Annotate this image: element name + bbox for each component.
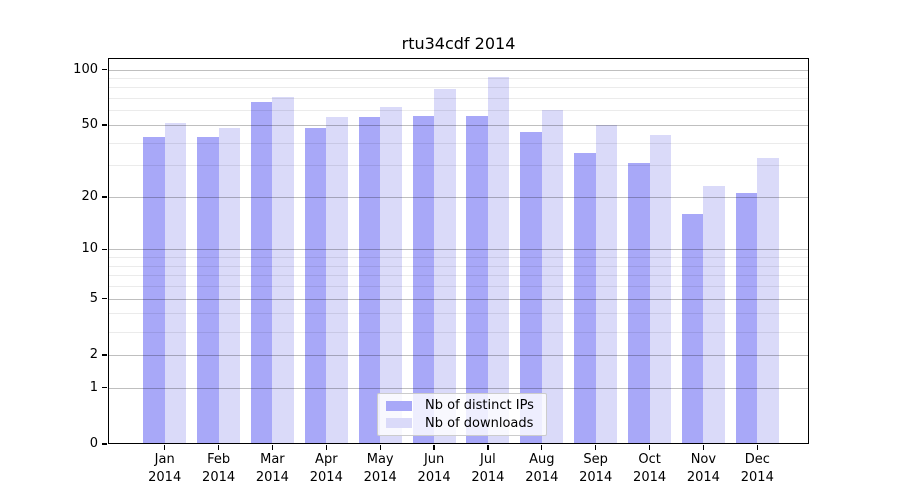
y-tick-mark-10 <box>102 248 107 251</box>
bar-distinct-ips-apr <box>304 128 327 444</box>
x-tick-mark-feb <box>217 445 220 450</box>
gridline-major-100 <box>109 69 808 71</box>
bar-downloads-jul <box>487 77 510 444</box>
bar-distinct-ips-dec <box>735 193 758 444</box>
legend: Nb of distinct IPs Nb of downloads <box>377 393 547 436</box>
gridline-minor-4 <box>109 313 808 315</box>
x-tick-mark-jul <box>487 445 489 450</box>
bar-distinct-ips-oct <box>628 162 650 444</box>
y-tick-mark-1 <box>102 387 107 389</box>
legend-swatch-distinct-ips <box>386 400 412 411</box>
x-tick-label-sep: Sep 2014 <box>579 452 613 485</box>
y-tick-mark-100 <box>102 68 107 71</box>
bar-distinct-ips-jun <box>412 115 435 444</box>
legend-entry-downloads: Nb of downloads <box>386 416 538 431</box>
gridline-minor-30 <box>109 165 808 167</box>
x-tick-mark-may <box>379 445 381 450</box>
gridline-minor-70 <box>109 98 808 100</box>
bar-distinct-ips-jul <box>466 115 488 444</box>
gridline-major-2 <box>109 354 808 356</box>
bar-downloads-sep <box>595 124 618 444</box>
bar-downloads-may <box>380 106 402 444</box>
gridline-minor-60 <box>109 110 808 112</box>
x-tick-mark-sep <box>595 445 597 450</box>
legend-entry-distinct-ips: Nb of distinct IPs <box>386 398 538 413</box>
x-tick-mark-jun <box>433 445 435 450</box>
bar-downloads-jun <box>434 89 456 444</box>
gridline-major-20 <box>109 196 808 198</box>
y-tick-label-5: 5 <box>89 290 98 306</box>
x-tick-mark-oct <box>648 445 651 450</box>
x-tick-label-dec: Dec 2014 <box>740 452 774 485</box>
y-tick-label-100: 100 <box>73 61 98 77</box>
bar-distinct-ips-may <box>358 117 381 444</box>
chart-title: rtu34cdf 2014 <box>401 34 516 53</box>
bar-downloads-oct <box>649 135 672 444</box>
gridline-minor-80 <box>109 87 808 89</box>
bar-distinct-ips-jan <box>143 136 165 444</box>
bar-distinct-ips-aug <box>520 131 542 444</box>
bar-downloads-mar <box>272 97 294 444</box>
x-tick-label-aug: Aug 2014 <box>525 452 559 485</box>
gridline-major-50 <box>109 124 808 126</box>
x-tick-mark-dec <box>756 445 758 450</box>
y-tick-mark-50 <box>102 124 107 126</box>
x-tick-label-oct: Oct 2014 <box>633 452 667 485</box>
x-tick-mark-aug <box>541 445 543 450</box>
x-tick-label-feb: Feb 2014 <box>202 452 236 485</box>
y-tick-label-20: 20 <box>81 188 98 204</box>
x-tick-label-jun: Jun 2014 <box>417 452 451 485</box>
x-tick-label-apr: Apr 2014 <box>309 452 343 485</box>
x-tick-mark-nov <box>702 445 705 450</box>
bar-distinct-ips-nov <box>681 214 704 444</box>
bar-downloads-nov <box>703 186 725 444</box>
y-tick-mark-20 <box>102 196 107 198</box>
x-tick-mark-mar <box>271 445 274 450</box>
x-tick-label-may: May 2014 <box>363 452 397 485</box>
legend-label-distinct-ips: Nb of distinct IPs <box>425 398 534 414</box>
gridline-minor-40 <box>109 142 808 144</box>
bar-downloads-dec <box>757 157 779 444</box>
gridline-minor-9 <box>109 257 808 259</box>
y-tick-label-50: 50 <box>81 116 98 132</box>
bar-downloads-apr <box>326 117 348 444</box>
x-tick-label-jul: Jul 2014 <box>471 452 505 485</box>
bar-distinct-ips-mar <box>250 101 273 444</box>
y-tick-label-2: 2 <box>89 346 98 362</box>
gridline-major-10 <box>109 249 808 251</box>
bar-distinct-ips-feb <box>197 136 219 444</box>
y-tick-mark-5 <box>102 297 107 300</box>
y-tick-mark-0 <box>102 443 107 445</box>
x-tick-label-mar: Mar 2014 <box>255 452 289 485</box>
x-tick-mark-apr <box>325 445 327 450</box>
bar-downloads-feb <box>218 128 241 444</box>
gridline-major-1 <box>109 387 808 389</box>
y-tick-label-10: 10 <box>81 241 98 257</box>
x-tick-mark-jan <box>164 445 166 450</box>
x-tick-label-nov: Nov 2014 <box>686 452 720 485</box>
bar-downloads-aug <box>541 110 564 444</box>
bar-downloads-jan <box>164 123 187 444</box>
gridline-major-5 <box>109 298 808 300</box>
gridline-minor-90 <box>109 78 808 79</box>
y-tick-mark-2 <box>102 354 107 356</box>
y-tick-label-0: 0 <box>89 436 98 451</box>
gridline-minor-6 <box>109 286 808 288</box>
legend-swatch-downloads <box>386 418 412 429</box>
gridline-minor-8 <box>109 265 808 267</box>
gridline-minor-3 <box>109 331 808 333</box>
x-tick-label-jan: Jan 2014 <box>148 452 182 485</box>
legend-label-downloads: Nb of downloads <box>425 415 534 431</box>
gridline-minor-7 <box>109 275 808 277</box>
bar-distinct-ips-sep <box>574 153 596 444</box>
y-tick-label-1: 1 <box>89 379 98 395</box>
